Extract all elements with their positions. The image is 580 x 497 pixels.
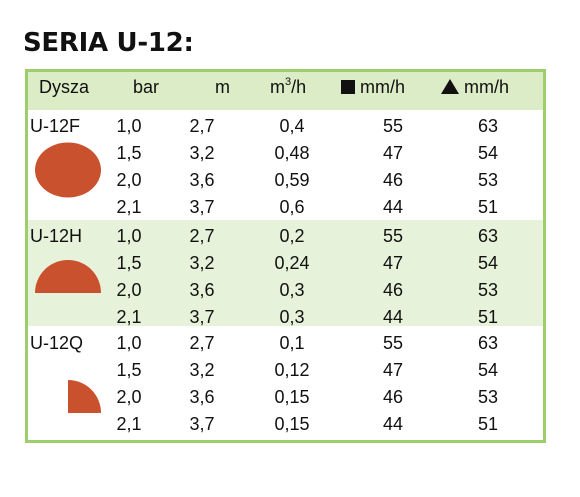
table-cell-bar: 1,0: [116, 116, 142, 136]
table-cell-tri: 53: [477, 280, 499, 300]
table-cell-m: 2,7: [189, 116, 215, 136]
half-circle-icon: [35, 260, 101, 293]
header-flow: m3/h: [270, 76, 307, 98]
table-cell-flow: 0,15: [274, 387, 310, 407]
table-cell-flow: 0,4: [279, 116, 305, 136]
table-cell-tri: 54: [477, 143, 499, 163]
table-cell-tri: 63: [477, 116, 499, 136]
table-cell-sq: 44: [382, 307, 404, 327]
table-cell-flow: 0,1: [279, 333, 305, 353]
table-cell-sq: 46: [382, 280, 404, 300]
table-cell-flow: 0,59: [274, 170, 310, 190]
table-cell-flow: 0,2: [279, 226, 305, 246]
table-cell-tri: 54: [477, 253, 499, 273]
table-cell-flow: 0,3: [279, 280, 305, 300]
table-cell-flow: 0,12: [274, 360, 310, 380]
table-cell-bar: 1,5: [116, 360, 142, 380]
header-m: m: [215, 77, 230, 97]
table-cell-m: 3,2: [189, 143, 215, 163]
table-cell-tri: 51: [477, 414, 499, 434]
table-cell-bar: 1,5: [116, 253, 142, 273]
table-cell-tri: 51: [477, 197, 499, 217]
table-cell-sq: 44: [382, 197, 404, 217]
table-cell-tri: 53: [477, 170, 499, 190]
table-cell-bar: 2,0: [116, 387, 142, 407]
table-cell-sq: 47: [382, 253, 404, 273]
table-cell-m: 3,7: [189, 307, 215, 327]
table-cell-bar: 2,1: [116, 307, 142, 327]
header-flow-unit: m: [270, 77, 285, 97]
table-cell-m: 3,7: [189, 197, 215, 217]
table-cell-bar: 2,0: [116, 280, 142, 300]
table-cell-m: 3,2: [189, 253, 215, 273]
table-cell-m: 3,6: [189, 280, 215, 300]
filled-triangle-icon: [441, 78, 459, 98]
table-cell-flow: 0,48: [274, 143, 310, 163]
table-cell-sq: 55: [382, 226, 404, 246]
table-cell-flow: 0,6: [279, 197, 305, 217]
header-nozzle: Dysza: [39, 77, 90, 97]
header-bar: bar: [133, 77, 160, 97]
data-table: [25, 69, 546, 443]
table-cell-flow: 0,3: [279, 307, 305, 327]
table-cell-tri: 54: [477, 360, 499, 380]
table-cell-tri: 53: [477, 387, 499, 407]
table-cell-flow: 0,15: [274, 414, 310, 434]
group-band-1: [28, 110, 543, 220]
table-cell-bar: 1,0: [116, 333, 142, 353]
page-title: SERIA U-12:: [23, 28, 194, 58]
table-cell-m: 3,6: [189, 170, 215, 190]
filled-square-icon: [341, 78, 355, 98]
table-cell-flow: 0,24: [274, 253, 310, 273]
full-circle-icon: [35, 142, 101, 198]
header-square-rate: mm/h: [341, 77, 405, 98]
nozzle-label: U-12F: [30, 116, 81, 136]
nozzle-label: U-12H: [30, 226, 83, 246]
table-cell-m: 2,7: [189, 333, 215, 353]
header-square-rate-label: mm/h: [360, 77, 406, 97]
header-flow-sup: 3: [285, 76, 292, 88]
table-cell-m: 2,7: [189, 226, 215, 246]
table-cell-tri: 63: [477, 333, 499, 353]
table-cell-bar: 1,0: [116, 226, 142, 246]
table-cell-bar: 2,0: [116, 170, 142, 190]
table-cell-sq: 47: [382, 360, 404, 380]
table-cell-sq: 55: [382, 116, 404, 136]
table-cell-sq: 46: [382, 170, 404, 190]
group-band-2: [28, 220, 543, 326]
table-cell-m: 3,2: [189, 360, 215, 380]
group-band-3: [28, 326, 543, 440]
quarter-circle-icon: [68, 380, 101, 413]
table-cell-m: 3,6: [189, 387, 215, 407]
nozzle-label: U-12Q: [30, 333, 84, 353]
table-cell-m: 3,7: [189, 414, 215, 434]
table-cell-sq: 55: [382, 333, 404, 353]
table-cell-bar: 2,1: [116, 197, 142, 217]
table-cell-tri: 63: [477, 226, 499, 246]
table-cell-bar: 1,5: [116, 143, 142, 163]
header-flow-suffix: /h: [291, 77, 307, 97]
header-triangle-rate: mm/h: [441, 77, 509, 98]
table-cell-bar: 2,1: [116, 414, 142, 434]
table-cell-sq: 46: [382, 387, 404, 407]
table-cell-sq: 47: [382, 143, 404, 163]
header-triangle-rate-label: mm/h: [464, 77, 510, 97]
table-cell-tri: 51: [477, 307, 499, 327]
table-cell-sq: 44: [382, 414, 404, 434]
